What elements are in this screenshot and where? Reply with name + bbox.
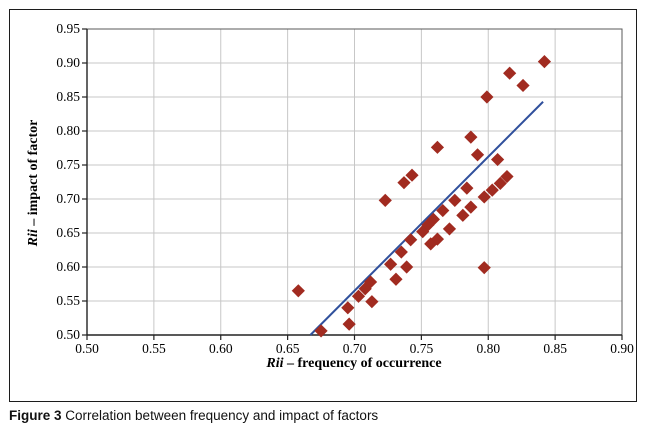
y-tick-label: 0.60 — [56, 258, 80, 274]
x-tick-label: 0.85 — [543, 341, 567, 356]
y-tick-label: 0.95 — [56, 20, 80, 36]
x-tick-label: 0.50 — [75, 341, 99, 356]
x-axis-title: Rii – frequency of occurrence — [266, 356, 441, 372]
x-tick-label: 0.60 — [208, 341, 233, 356]
y-tick-label: 0.80 — [56, 122, 80, 138]
y-tick-label: 0.75 — [56, 156, 80, 172]
y-tick-label: 0.65 — [56, 224, 80, 240]
x-tick-label: 0.55 — [142, 341, 166, 356]
x-tick-label: 0.65 — [275, 341, 300, 356]
x-axis-title-variable: Rii — [266, 356, 284, 371]
y-axis-title: Rii – impact of factor — [26, 120, 42, 247]
x-tick-label: 0.70 — [342, 341, 367, 356]
y-tick-label: 0.50 — [56, 326, 80, 342]
caption-label: Figure 3 — [9, 408, 62, 423]
figure-caption: Figure 3 Correlation between frequency a… — [9, 408, 629, 423]
y-axis-title-variable: Rii — [26, 229, 41, 247]
caption-text: Correlation between frequency and impact… — [61, 408, 379, 423]
x-tick-label: 0.75 — [409, 341, 434, 356]
x-tick-label: 0.90 — [610, 341, 634, 356]
x-tick-label: 0.80 — [476, 341, 501, 356]
y-tick-label: 0.70 — [56, 190, 80, 206]
y-tick-label: 0.85 — [56, 88, 80, 104]
x-axis-title-text: – frequency of occurrence — [283, 356, 442, 371]
y-tick-label: 0.55 — [56, 292, 80, 308]
y-tick-label: 0.90 — [56, 54, 80, 70]
y-axis-title-text: – impact of factor — [26, 119, 41, 230]
